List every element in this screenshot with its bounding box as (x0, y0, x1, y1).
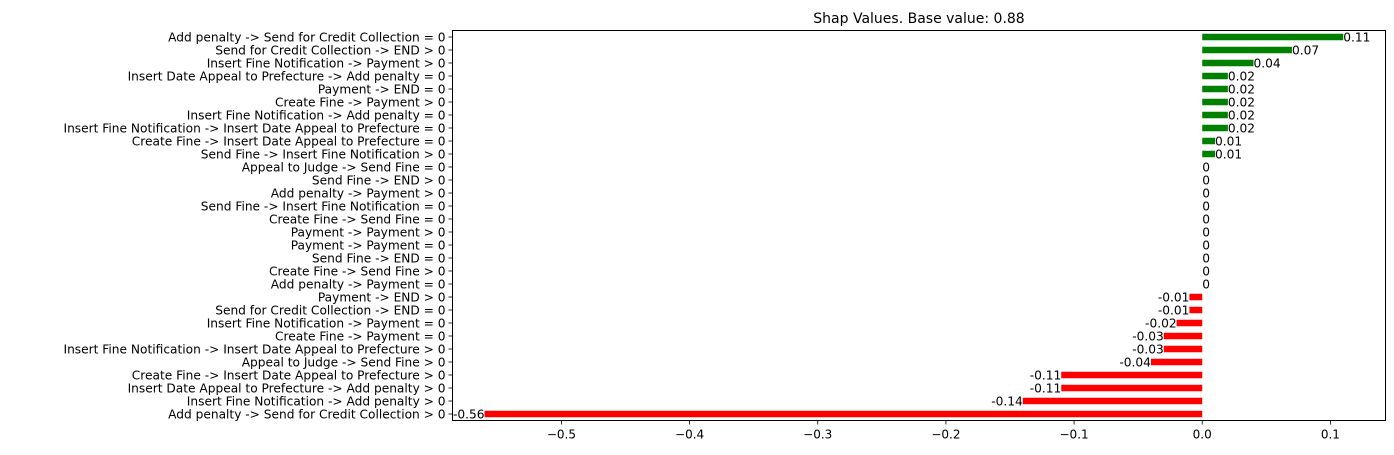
data-label: 0 (1202, 277, 1210, 291)
x-tick-label: −0.3 (803, 428, 832, 442)
x-tick-label: −0.5 (547, 428, 576, 442)
x-axis: −0.5 −0.4 −0.3 −0.2 −0.1 0.0 0.1 (547, 420, 1340, 442)
y-tick-label: Insert Date Appeal to Prefecture -> Add … (128, 69, 446, 83)
data-label: -0.02 (1145, 316, 1177, 330)
plot-frame (452, 30, 1386, 421)
bar (1176, 319, 1203, 327)
x-tick-label: 0.1 (1321, 428, 1340, 442)
y-tick-label: Create Fine -> Insert Date Appeal to Pre… (132, 134, 446, 148)
data-label: -0.03 (1132, 329, 1164, 343)
data-label: 0.02 (1228, 69, 1255, 83)
y-tick-label: Send Fine -> END = 0 (312, 251, 446, 265)
y-tick-label: Create Fine -> Send Fine > 0 (269, 264, 445, 278)
y-tick-label: Send Fine -> Insert Fine Notification = … (201, 199, 446, 213)
y-tick-label: Add penalty -> Send for Credit Collectio… (168, 407, 445, 421)
y-tick-labels: Add penalty -> Send for Credit Collectio… (63, 30, 453, 421)
data-label: 0.04 (1253, 56, 1280, 70)
data-label: 0 (1202, 173, 1210, 187)
data-label: -0.01 (1158, 303, 1190, 317)
data-label: 0.02 (1228, 108, 1255, 122)
data-label: 0 (1202, 225, 1210, 239)
bar (1202, 72, 1228, 80)
data-label: 0 (1202, 160, 1210, 174)
y-tick-label: Insert Fine Notification -> Add penalty … (187, 108, 446, 122)
data-label: 0.11 (1343, 30, 1370, 44)
bar (1202, 111, 1228, 119)
bar (1061, 371, 1203, 379)
bar (1202, 33, 1344, 41)
data-label: -0.03 (1132, 342, 1164, 356)
y-tick-label: Send for Credit Collection -> END = 0 (215, 303, 445, 317)
y-tick-label: Create Fine -> Insert Date Appeal to Pre… (132, 368, 446, 382)
y-tick-label: Payment -> END > 0 (318, 290, 446, 304)
bar (1163, 345, 1203, 353)
y-tick-label: Send Fine -> Insert Fine Notification > … (201, 147, 446, 161)
x-tick-label: −0.4 (675, 428, 704, 442)
data-labels: 0.110.070.040.020.020.020.020.020.010.01… (453, 30, 1370, 421)
data-label: 0.01 (1215, 147, 1242, 161)
y-tick-label: Add penalty -> Payment = 0 (271, 277, 446, 291)
y-tick-label: Insert Date Appeal to Prefecture -> Add … (128, 381, 446, 395)
bar (1150, 358, 1203, 366)
data-label: 0.01 (1215, 134, 1242, 148)
bar (1061, 384, 1203, 392)
bar (1202, 150, 1216, 158)
data-label: -0.56 (453, 407, 485, 421)
x-tick-label: −0.2 (931, 428, 960, 442)
y-tick-label: Add penalty -> Send for Credit Collectio… (168, 30, 445, 44)
data-label: -0.11 (1030, 368, 1062, 382)
y-tick-label: Create Fine -> Payment = 0 (275, 329, 446, 343)
y-tick-label: Insert Fine Notification -> Payment > 0 (207, 56, 446, 70)
x-tick-label: −0.1 (1060, 428, 1089, 442)
data-label: -0.01 (1158, 290, 1190, 304)
data-label: 0.02 (1228, 121, 1255, 135)
bar (1202, 46, 1292, 54)
y-tick-label: Payment -> END = 0 (318, 82, 446, 96)
data-label: -0.11 (1030, 381, 1062, 395)
data-label: 0 (1202, 199, 1210, 213)
bar (484, 410, 1203, 418)
bar (1202, 85, 1228, 93)
y-tick-label: Insert Fine Notification -> Insert Date … (63, 121, 445, 135)
data-label: 0 (1202, 238, 1210, 252)
y-tick-label: Send for Credit Collection -> END > 0 (215, 43, 445, 57)
data-label: 0 (1202, 186, 1210, 200)
data-label: 0.07 (1292, 43, 1319, 57)
y-tick-label: Add penalty -> Payment > 0 (271, 186, 446, 200)
data-label: 0 (1202, 264, 1210, 278)
bars-layer (484, 33, 1344, 418)
data-label: -0.04 (1119, 355, 1151, 369)
y-tick-label: Appeal to Judge -> Send Fine > 0 (242, 355, 446, 369)
bar (1189, 293, 1203, 301)
y-tick-label: Payment -> Payment > 0 (291, 225, 446, 239)
x-tick-label: 0.0 (1193, 428, 1212, 442)
bar (1189, 306, 1203, 314)
y-tick-label: Payment -> Payment = 0 (291, 238, 446, 252)
data-label: 0 (1202, 251, 1210, 265)
y-tick-label: Appeal to Judge -> Send Fine = 0 (242, 160, 446, 174)
bar (1202, 59, 1254, 67)
bar (1202, 124, 1228, 132)
y-tick-label: Insert Fine Notification -> Insert Date … (63, 342, 445, 356)
bar (1202, 137, 1216, 145)
data-label: 0.02 (1228, 95, 1255, 109)
y-tick-label: Insert Fine Notification -> Payment = 0 (207, 316, 446, 330)
y-tick-label: Insert Fine Notification -> Add penalty … (187, 394, 446, 408)
data-label: 0.02 (1228, 82, 1255, 96)
bar (1022, 397, 1203, 405)
y-tick-label: Create Fine -> Payment > 0 (275, 95, 446, 109)
y-tick-label: Create Fine -> Send Fine = 0 (269, 212, 445, 226)
bar (1163, 332, 1203, 340)
chart-title: Shap Values. Base value: 0.88 (813, 11, 1024, 27)
data-label: -0.14 (991, 394, 1023, 408)
y-tick-label: Send Fine -> END > 0 (312, 173, 446, 187)
data-label: 0 (1202, 212, 1210, 226)
bar (1202, 98, 1228, 106)
